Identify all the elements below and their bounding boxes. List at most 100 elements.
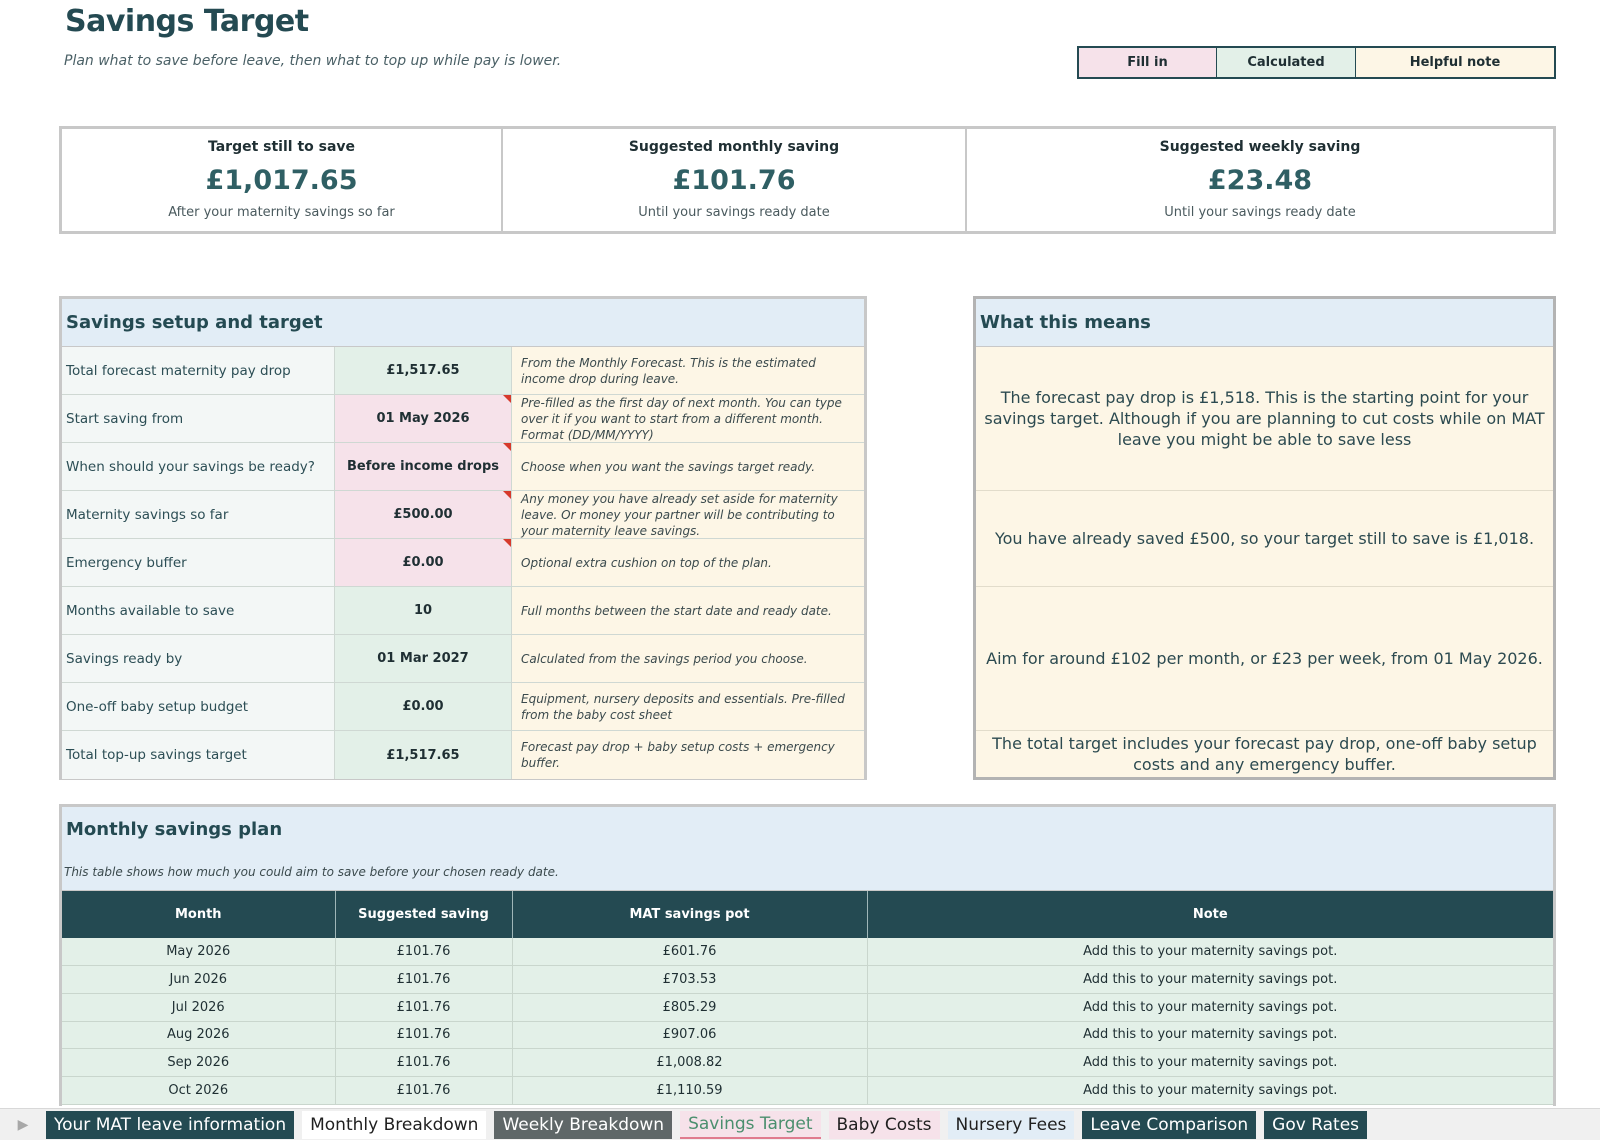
mat-savings-pot-cell[interactable]: £703.53 xyxy=(512,965,868,994)
month-cell[interactable]: Oct 2026 xyxy=(62,1076,336,1105)
table-row: Aug 2026 £101.76 £907.06 Add this to your m… xyxy=(62,1021,1553,1050)
kpi-value: £1,017.65 xyxy=(205,165,358,196)
setup-label: Total top-up savings target xyxy=(62,731,335,779)
setup-input-cell[interactable]: Before income drops xyxy=(335,443,512,490)
sheet-tab-savings-target[interactable]: Savings Target xyxy=(680,1110,821,1139)
note-cell[interactable]: Add this to your maternity savings pot. xyxy=(867,993,1553,1022)
setup-label: Emergency buffer xyxy=(62,539,335,586)
setup-helpful-note: Calculated from the savings period you c… xyxy=(512,635,864,682)
setup-input-cell[interactable]: £0.00 xyxy=(335,539,512,586)
setup-row-baby-setup-budget: One-off baby setup budget £0.00 Equipment,… xyxy=(62,683,864,731)
sheet-tab-leave-comparison[interactable]: Leave Comparison xyxy=(1082,1110,1257,1139)
setup-helpful-note: From the Monthly Forecast. This is the e… xyxy=(512,347,864,394)
note-cell[interactable]: Add this to your maternity savings pot. xyxy=(867,1048,1553,1077)
page-subtitle: Plan what to save before leave, then wha… xyxy=(64,53,562,69)
mat-savings-pot-cell[interactable]: £1,008.82 xyxy=(512,1048,868,1077)
setup-input-cell[interactable]: 01 May 2026 xyxy=(335,395,512,442)
note-cell[interactable]: Add this to your maternity savings pot. xyxy=(867,1021,1553,1050)
month-cell[interactable]: Sep 2026 xyxy=(62,1048,336,1077)
column-header-suggested-saving[interactable]: Suggested saving xyxy=(335,891,513,938)
kpi-suggested-monthly-saving[interactable]: Suggested monthly saving £101.76 Until y… xyxy=(503,129,967,231)
table-row: Sep 2026 £101.76 £1,008.82 Add this to your… xyxy=(62,1048,1553,1077)
mat-savings-pot-cell[interactable]: £1,110.59 xyxy=(512,1076,868,1105)
suggested-saving-cell[interactable]: £101.76 xyxy=(335,1048,513,1077)
kpi-subtext: After your maternity savings so far xyxy=(168,205,395,220)
kpi-label: Suggested monthly saving xyxy=(628,139,840,155)
table-row: Jul 2026 £101.76 £805.29 Add this to your m… xyxy=(62,993,1553,1022)
setup-row-savings-ready-by: Savings ready by 01 Mar 2027 Calculated fr… xyxy=(62,635,864,683)
what-this-means-title: What this means xyxy=(976,299,1553,347)
legend-fill-in: Fill in xyxy=(1079,48,1217,77)
month-cell[interactable]: Jul 2026 xyxy=(62,993,336,1022)
mat-savings-pot-cell[interactable]: £805.29 xyxy=(512,993,868,1022)
month-cell[interactable]: Jun 2026 xyxy=(62,965,336,994)
setup-label: Start saving from xyxy=(62,395,335,442)
table-header-row: Month Suggested saving MAT savings pot N… xyxy=(62,891,1553,938)
setup-helpful-note: Forecast pay drop + baby setup costs + e… xyxy=(512,731,864,779)
column-header-month[interactable]: Month xyxy=(62,891,336,938)
note-cell[interactable]: Add this to your maternity savings pot. xyxy=(867,938,1553,967)
setup-label: When should your savings be ready? xyxy=(62,443,335,490)
suggested-saving-cell[interactable]: £101.76 xyxy=(335,965,513,994)
suggested-saving-cell[interactable]: £101.76 xyxy=(335,1076,513,1105)
setup-helpful-note: Equipment, nursery deposits and essentia… xyxy=(512,683,864,730)
setup-helpful-note: Full months between the start date and r… xyxy=(512,587,864,634)
page-title: Savings Target xyxy=(65,4,309,39)
setup-calculated-cell[interactable]: £0.00 xyxy=(335,683,512,730)
suggested-saving-cell[interactable]: £101.76 xyxy=(335,1021,513,1050)
setup-row-savings-ready-choice: When should your savings be ready? Before… xyxy=(62,443,864,491)
table-row: Oct 2026 £101.76 £1,110.59 Add this to your… xyxy=(62,1076,1553,1105)
setup-row-start-saving-from: Start saving from 01 May 2026 Pre-filled a… xyxy=(62,395,864,443)
kpi-subtext: Until your savings ready date xyxy=(1164,205,1356,220)
setup-label: Months available to save xyxy=(62,587,335,634)
month-cell[interactable]: Aug 2026 xyxy=(62,1021,336,1050)
sheet-tab-your-mat-leave-information[interactable]: Your MAT leave information xyxy=(46,1110,295,1139)
setup-row-total-top-up-target: Total top-up savings target £1,517.65 Fore… xyxy=(62,731,864,779)
color-legend: Fill in Calculated Helpful note xyxy=(1077,46,1556,79)
sheet-tab-weekly-breakdown[interactable]: Weekly Breakdown xyxy=(494,1110,673,1139)
setup-input-cell[interactable]: £500.00 xyxy=(335,491,512,538)
note-cell[interactable]: Add this to your maternity savings pot. xyxy=(867,1076,1553,1105)
kpi-summary: Target still to save £1,017.65 After you… xyxy=(59,126,1556,234)
month-cell[interactable]: May 2026 xyxy=(62,938,336,967)
setup-label: Maternity savings so far xyxy=(62,491,335,538)
setup-label: One-off baby setup budget xyxy=(62,683,335,730)
monthly-savings-plan: Monthly savings plan This table shows ho… xyxy=(59,804,1556,1106)
setup-row-emergency-buffer: Emergency buffer £0.00 Optional extra cush… xyxy=(62,539,864,587)
setup-helpful-note: Any money you have already set aside for… xyxy=(512,491,864,538)
monthly-plan-table: Month Suggested saving MAT savings pot N… xyxy=(62,891,1553,1105)
column-header-note[interactable]: Note xyxy=(867,891,1553,938)
mat-savings-pot-cell[interactable]: £907.06 xyxy=(512,1021,868,1050)
means-total-target-text[interactable]: The total target includes your forecast … xyxy=(992,734,1537,774)
monthly-plan-description: This table shows how much you could aim … xyxy=(64,865,559,879)
legend-helpful-note: Helpful note xyxy=(1356,48,1554,77)
setup-calculated-cell[interactable]: 10 xyxy=(335,587,512,634)
what-this-means-panel: What this means The forecast pay drop is… xyxy=(973,296,1556,780)
kpi-target-still-to-save[interactable]: Target still to save £1,017.65 After you… xyxy=(62,129,503,231)
means-monthly-aim-text[interactable]: Aim for around £102 per month, or £23 pe… xyxy=(976,587,1553,731)
column-header-mat-savings-pot[interactable]: MAT savings pot xyxy=(512,891,868,938)
mat-savings-pot-cell[interactable]: £601.76 xyxy=(512,938,868,967)
setup-label: Savings ready by xyxy=(62,635,335,682)
setup-calculated-cell[interactable]: 01 Mar 2027 xyxy=(335,635,512,682)
sheet-tab-baby-costs[interactable]: Baby Costs xyxy=(828,1110,940,1139)
monthly-plan-header: Monthly savings plan This table shows ho… xyxy=(62,807,1553,891)
sheet-tab-gov-rates[interactable]: Gov Rates xyxy=(1264,1110,1368,1139)
setup-calculated-cell[interactable]: £1,517.65 xyxy=(335,731,512,779)
means-saved-so-far-text[interactable]: You have already saved £500, so your tar… xyxy=(976,491,1553,587)
setup-helpful-note: Optional extra cushion on top of the pla… xyxy=(512,539,864,586)
kpi-label: Suggested weekly saving xyxy=(1159,139,1361,155)
note-cell[interactable]: Add this to your maternity savings pot. xyxy=(867,965,1553,994)
tab-scroll-arrow-icon[interactable]: ▶ xyxy=(17,1116,29,1133)
sheet-tab-nursery-fees[interactable]: Nursery Fees xyxy=(947,1110,1075,1139)
suggested-saving-cell[interactable]: £101.76 xyxy=(335,938,513,967)
legend-calculated: Calculated xyxy=(1217,48,1356,77)
sheet-tab-bar: ▶ Your MAT leave information Monthly Brea… xyxy=(0,1108,1600,1140)
suggested-saving-cell[interactable]: £101.76 xyxy=(335,993,513,1022)
kpi-suggested-weekly-saving[interactable]: Suggested weekly saving £23.48 Until you… xyxy=(967,129,1553,231)
sheet-tab-monthly-breakdown[interactable]: Monthly Breakdown xyxy=(302,1110,487,1139)
means-pay-drop-text[interactable]: The forecast pay drop is £1,518. This is… xyxy=(976,347,1553,491)
kpi-value: £23.48 xyxy=(1207,165,1313,196)
setup-calculated-cell[interactable]: £1,517.65 xyxy=(335,347,512,394)
monthly-plan-title: Monthly savings plan xyxy=(66,819,283,840)
